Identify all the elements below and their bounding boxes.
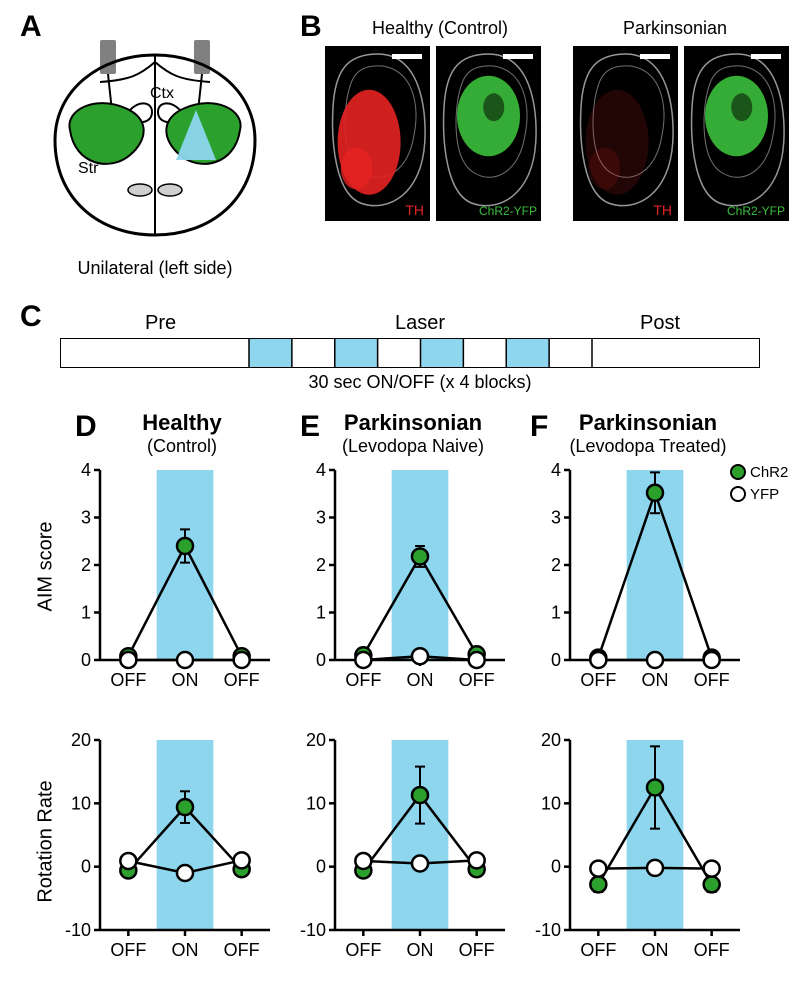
panel-e-subtitle: (Levodopa Naive) — [318, 436, 508, 457]
svg-text:4: 4 — [316, 460, 326, 480]
svg-text:4: 4 — [81, 460, 91, 480]
svg-text:1: 1 — [551, 603, 561, 623]
svg-text:3: 3 — [81, 508, 91, 528]
panel-c-caption: 30 sec ON/OFF (x 4 blocks) — [260, 372, 580, 393]
svg-text:ON: ON — [642, 940, 669, 960]
panel-e-label: E — [300, 410, 320, 444]
svg-text:OFF: OFF — [459, 940, 495, 960]
svg-text:10: 10 — [306, 793, 326, 813]
svg-text:YFP: YFP — [750, 486, 779, 503]
svg-text:ChR2: ChR2 — [750, 464, 788, 481]
svg-text:OFF: OFF — [345, 670, 381, 690]
chart-f-rot: -10 0 10 20 OFF ON OFF — [535, 730, 750, 975]
svg-text:0: 0 — [551, 650, 561, 670]
panel-c-post: Post — [640, 312, 680, 335]
svg-text:20: 20 — [71, 730, 91, 750]
panel-a-label: A — [20, 10, 42, 44]
panel-a-caption: Unilateral (left side) — [55, 258, 255, 279]
svg-text:OFF: OFF — [694, 670, 730, 690]
svg-text:ChR2-YFP: ChR2-YFP — [479, 204, 537, 218]
panel-d-subtitle: (Control) — [102, 436, 262, 457]
svg-text:ON: ON — [172, 670, 199, 690]
svg-text:-10: -10 — [300, 920, 326, 940]
svg-text:2: 2 — [551, 555, 561, 575]
svg-text:20: 20 — [306, 730, 326, 750]
svg-text:0: 0 — [551, 857, 561, 877]
svg-text:OFF: OFF — [110, 940, 146, 960]
chart-e-aim: 0 1 2 3 4 OFF ON OFF — [300, 460, 515, 705]
svg-text:3: 3 — [551, 508, 561, 528]
svg-text:ON: ON — [172, 940, 199, 960]
panel-f-label: F — [530, 410, 548, 444]
svg-text:1: 1 — [316, 603, 326, 623]
svg-text:OFF: OFF — [580, 670, 616, 690]
chart-d-rot: -10 0 10 20 OFF ON OFF — [65, 730, 280, 975]
ylabel-rot: Rotation Rate — [35, 780, 58, 902]
panel-c-laser: Laser — [395, 312, 445, 335]
str-label: Str — [78, 160, 98, 178]
ylabel-aim: AIM score — [35, 521, 58, 611]
svg-text:ON: ON — [407, 940, 434, 960]
svg-text:TH: TH — [653, 202, 672, 218]
panel-e-title: Parkinsonian — [318, 410, 508, 436]
svg-text:3: 3 — [316, 508, 326, 528]
panel-b-title2: Parkinsonian — [570, 18, 780, 39]
panel-a-diagram — [40, 40, 270, 260]
chart-f-aim: 0 1 2 3 4 OFF ON OFF — [535, 460, 750, 705]
svg-text:2: 2 — [81, 555, 91, 575]
svg-text:OFF: OFF — [224, 940, 260, 960]
svg-text:0: 0 — [81, 650, 91, 670]
svg-text:OFF: OFF — [580, 940, 616, 960]
svg-text:ON: ON — [642, 670, 669, 690]
svg-text:0: 0 — [81, 857, 91, 877]
svg-text:0: 0 — [316, 857, 326, 877]
panel-d-title: Healthy — [102, 410, 262, 436]
panel-c-pre: Pre — [145, 312, 176, 335]
svg-text:10: 10 — [71, 793, 91, 813]
panel-c-bar — [60, 338, 760, 368]
svg-text:ON: ON — [407, 670, 434, 690]
panel-b-images: TH ChR2-YFP TH ChR2-YFP — [325, 46, 795, 266]
svg-text:0: 0 — [316, 650, 326, 670]
svg-text:4: 4 — [551, 460, 561, 480]
svg-text:-10: -10 — [535, 920, 561, 940]
panel-f-subtitle: (Levodopa Treated) — [548, 436, 748, 457]
svg-text:OFF: OFF — [224, 670, 260, 690]
panel-c-label: C — [20, 300, 42, 334]
svg-text:1: 1 — [81, 603, 91, 623]
svg-text:10: 10 — [541, 793, 561, 813]
svg-text:OFF: OFF — [345, 940, 381, 960]
svg-text:-10: -10 — [65, 920, 91, 940]
svg-text:OFF: OFF — [694, 940, 730, 960]
chart-d-aim: 0 1 2 3 4 OFF ON OFF — [65, 460, 280, 705]
panel-f-title: Parkinsonian — [548, 410, 748, 436]
ctx-label: Ctx — [150, 85, 174, 103]
panel-d-label: D — [75, 410, 97, 444]
brain-diagram-svg — [40, 40, 270, 260]
svg-text:TH: TH — [405, 202, 424, 218]
svg-text:OFF: OFF — [459, 670, 495, 690]
svg-text:OFF: OFF — [110, 670, 146, 690]
panel-b-label: B — [300, 10, 322, 44]
svg-text:2: 2 — [316, 555, 326, 575]
svg-text:ChR2-YFP: ChR2-YFP — [727, 204, 785, 218]
chart-e-rot: -10 0 10 20 OFF ON OFF — [300, 730, 515, 975]
panel-b-title1: Healthy (Control) — [330, 18, 550, 39]
svg-text:20: 20 — [541, 730, 561, 750]
